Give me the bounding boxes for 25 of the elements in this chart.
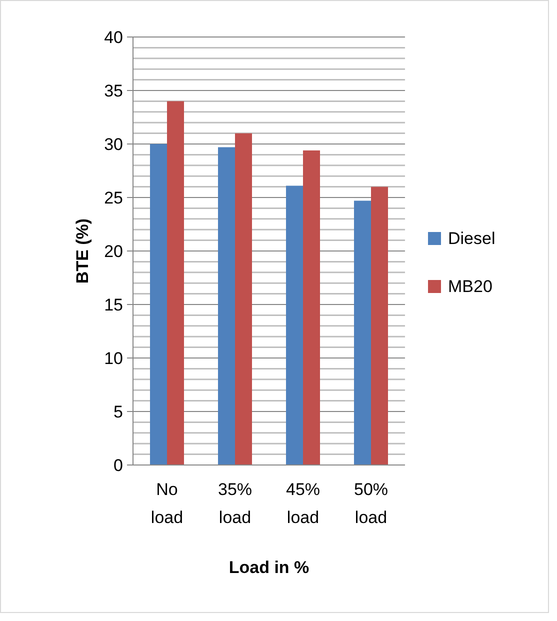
bar [286, 186, 303, 465]
y-axis-title: BTE (%) [73, 218, 92, 284]
bar [150, 144, 167, 465]
y-tick-label: 35 [104, 81, 123, 100]
y-tick-label: 40 [104, 28, 123, 47]
y-tick-label: 15 [104, 295, 123, 314]
legend-label: MB20 [448, 276, 492, 296]
y-tick-label: 20 [104, 242, 123, 261]
bar [167, 101, 184, 465]
y-tick-label: 25 [104, 188, 123, 208]
y-tick-label: 30 [104, 134, 123, 154]
bar [235, 133, 252, 465]
y-tick-label: 10 [104, 348, 123, 368]
bar [354, 200, 371, 465]
x-tick-label: 50% load [354, 480, 388, 527]
x-tick-label: 45% load [286, 480, 320, 527]
x-tick-label: No load [150, 480, 184, 527]
bar [218, 147, 235, 465]
x-axis-title: Load in % [228, 558, 310, 577]
y-tick-label: 0 [114, 456, 123, 475]
x-tick-label: 35% load [218, 480, 252, 527]
legend-label: Diesel [448, 228, 496, 248]
bar [303, 150, 320, 465]
bar [371, 186, 388, 465]
y-tick-label: 5 [114, 402, 123, 422]
